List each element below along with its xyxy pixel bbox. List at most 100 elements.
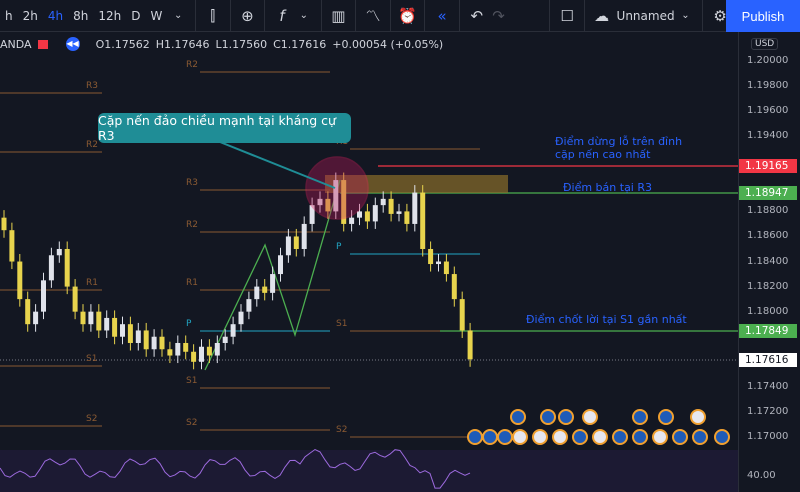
us-event-icon[interactable] — [592, 429, 608, 445]
candle-body — [254, 286, 260, 300]
financials-icon[interactable]: ▥ — [331, 6, 346, 25]
pivot-label-r1: R1 — [186, 278, 198, 288]
alert-icon[interactable]: ⏰ — [398, 6, 417, 25]
us-event-icon[interactable] — [690, 409, 706, 425]
eu-event-icon[interactable] — [467, 429, 483, 445]
candle-body — [25, 299, 31, 325]
price-chart[interactable] — [0, 0, 738, 492]
resistance-zone — [325, 175, 508, 193]
candle-body — [214, 342, 220, 356]
candle-body — [341, 180, 347, 224]
sell-note[interactable]: Điểm bán tại R3 — [563, 181, 652, 194]
candle-body — [270, 274, 276, 293]
undo-icon[interactable]: ↶ — [470, 6, 484, 25]
pivot-label-p: P — [186, 319, 192, 329]
us-event-icon[interactable] — [552, 429, 568, 445]
candle-body — [404, 211, 410, 224]
add-compare-icon[interactable]: ⊕ — [241, 6, 254, 25]
pivot-label-s1: S1 — [186, 376, 198, 386]
eu-event-icon[interactable] — [482, 429, 498, 445]
price-tag: 1.18947 — [739, 185, 797, 200]
eu-event-icon[interactable] — [612, 429, 628, 445]
pivot-label-r2: R2 — [86, 140, 98, 150]
us-event-icon[interactable] — [582, 409, 598, 425]
price-tick: 1.17400 — [747, 380, 789, 392]
callout-pointer — [214, 139, 336, 189]
layout-name[interactable]: Unnamed — [616, 8, 675, 23]
eu-event-icon[interactable] — [540, 409, 556, 425]
us-event-icon[interactable] — [512, 429, 528, 445]
timeframe-12h[interactable]: 12h — [98, 8, 122, 23]
eu-event-icon[interactable] — [632, 409, 648, 425]
pivot-label-s2: S2 — [186, 418, 198, 428]
flag-icon[interactable] — [37, 39, 48, 49]
candle-body — [428, 248, 434, 265]
price-axis[interactable]: USD 1.20000 1.19800 1.19600 1.19400 1.18800 1… — [738, 32, 800, 492]
eu-event-icon[interactable] — [510, 409, 526, 425]
candle-body — [349, 217, 355, 224]
eu-event-icon[interactable] — [692, 429, 708, 445]
candle-body — [301, 223, 307, 249]
eu-event-icon[interactable] — [714, 429, 730, 445]
candle-body — [364, 211, 370, 222]
candle-body — [48, 255, 54, 281]
candle-body — [333, 180, 339, 212]
candle-body — [372, 205, 378, 222]
candle-body — [191, 351, 197, 362]
candle-body — [206, 346, 212, 356]
indicators-icon[interactable]: f — [279, 6, 285, 25]
settings-gear-icon[interactable]: ⚙ — [713, 6, 727, 25]
price-tick: 1.17000 — [747, 430, 789, 442]
candle-body — [325, 198, 331, 212]
eu-event-icon[interactable] — [572, 429, 588, 445]
candle-body — [262, 286, 268, 293]
redo-icon[interactable]: ↷ — [492, 6, 505, 25]
candle-body — [56, 248, 62, 256]
stop-loss-note[interactable]: Điểm dừng lỗ trên đỉnh cặp nến cao nhất — [555, 135, 682, 161]
ohlc-open: O1.17562 — [95, 37, 150, 51]
timeframe-2h[interactable]: 2h — [22, 8, 38, 23]
candle-body — [467, 330, 473, 360]
price-tick: 1.18400 — [747, 255, 789, 267]
chevron-down-icon[interactable]: ⌄ — [299, 10, 308, 21]
chevron-down-icon[interactable]: ⌄ — [681, 10, 690, 21]
candle-body — [451, 274, 457, 300]
timeframe-1h[interactable]: h — [5, 8, 13, 23]
candle-body — [88, 311, 94, 325]
candlestick-type-icon[interactable]: ⫿ — [210, 6, 216, 25]
rewind-icon[interactable]: ◀◀ — [65, 37, 80, 51]
price-tick: 1.18200 — [747, 280, 789, 292]
candle-body — [80, 311, 86, 325]
replay-icon[interactable]: « — [437, 6, 447, 25]
price-tick: 1.18800 — [747, 205, 789, 217]
candle-body — [64, 248, 70, 287]
eu-event-icon[interactable] — [497, 429, 513, 445]
candle-body — [459, 299, 465, 331]
eu-event-icon[interactable] — [672, 429, 688, 445]
us-event-icon[interactable] — [532, 429, 548, 445]
candle-body — [143, 330, 149, 350]
pivot-label-p: P — [336, 242, 342, 252]
pivot-label-r3: R3 — [86, 81, 98, 91]
eu-event-icon[interactable] — [658, 409, 674, 425]
candle-body — [17, 261, 23, 300]
eu-event-icon[interactable] — [558, 409, 574, 425]
timeframe-d[interactable]: D — [131, 8, 141, 23]
callout-box[interactable]: Cặp nến đảo chiều mạnh tại kháng cự R3 — [98, 113, 351, 143]
currency-selector[interactable]: USD — [751, 38, 779, 50]
publish-button[interactable]: Publish — [726, 0, 800, 32]
timeframe-w[interactable]: W — [150, 8, 163, 23]
square-icon[interactable]: ☐ — [560, 6, 574, 25]
candle-body — [96, 311, 102, 331]
timeframe-8h[interactable]: 8h — [73, 8, 89, 23]
highlight-circle — [305, 156, 369, 220]
take-profit-note[interactable]: Điểm chốt lời tại S1 gần nhất — [526, 313, 687, 326]
symbol-name[interactable]: ANDA — [0, 37, 32, 51]
pivot-label-r2: R2 — [186, 220, 198, 230]
price-tick: 1.19400 — [747, 130, 789, 142]
templates-icon[interactable]: 〽 — [365, 7, 381, 25]
us-event-icon[interactable] — [652, 429, 668, 445]
eu-event-icon[interactable] — [632, 429, 648, 445]
timeframe-4h[interactable]: 4h — [47, 8, 64, 23]
chevron-down-icon[interactable]: ⌄ — [174, 10, 183, 21]
